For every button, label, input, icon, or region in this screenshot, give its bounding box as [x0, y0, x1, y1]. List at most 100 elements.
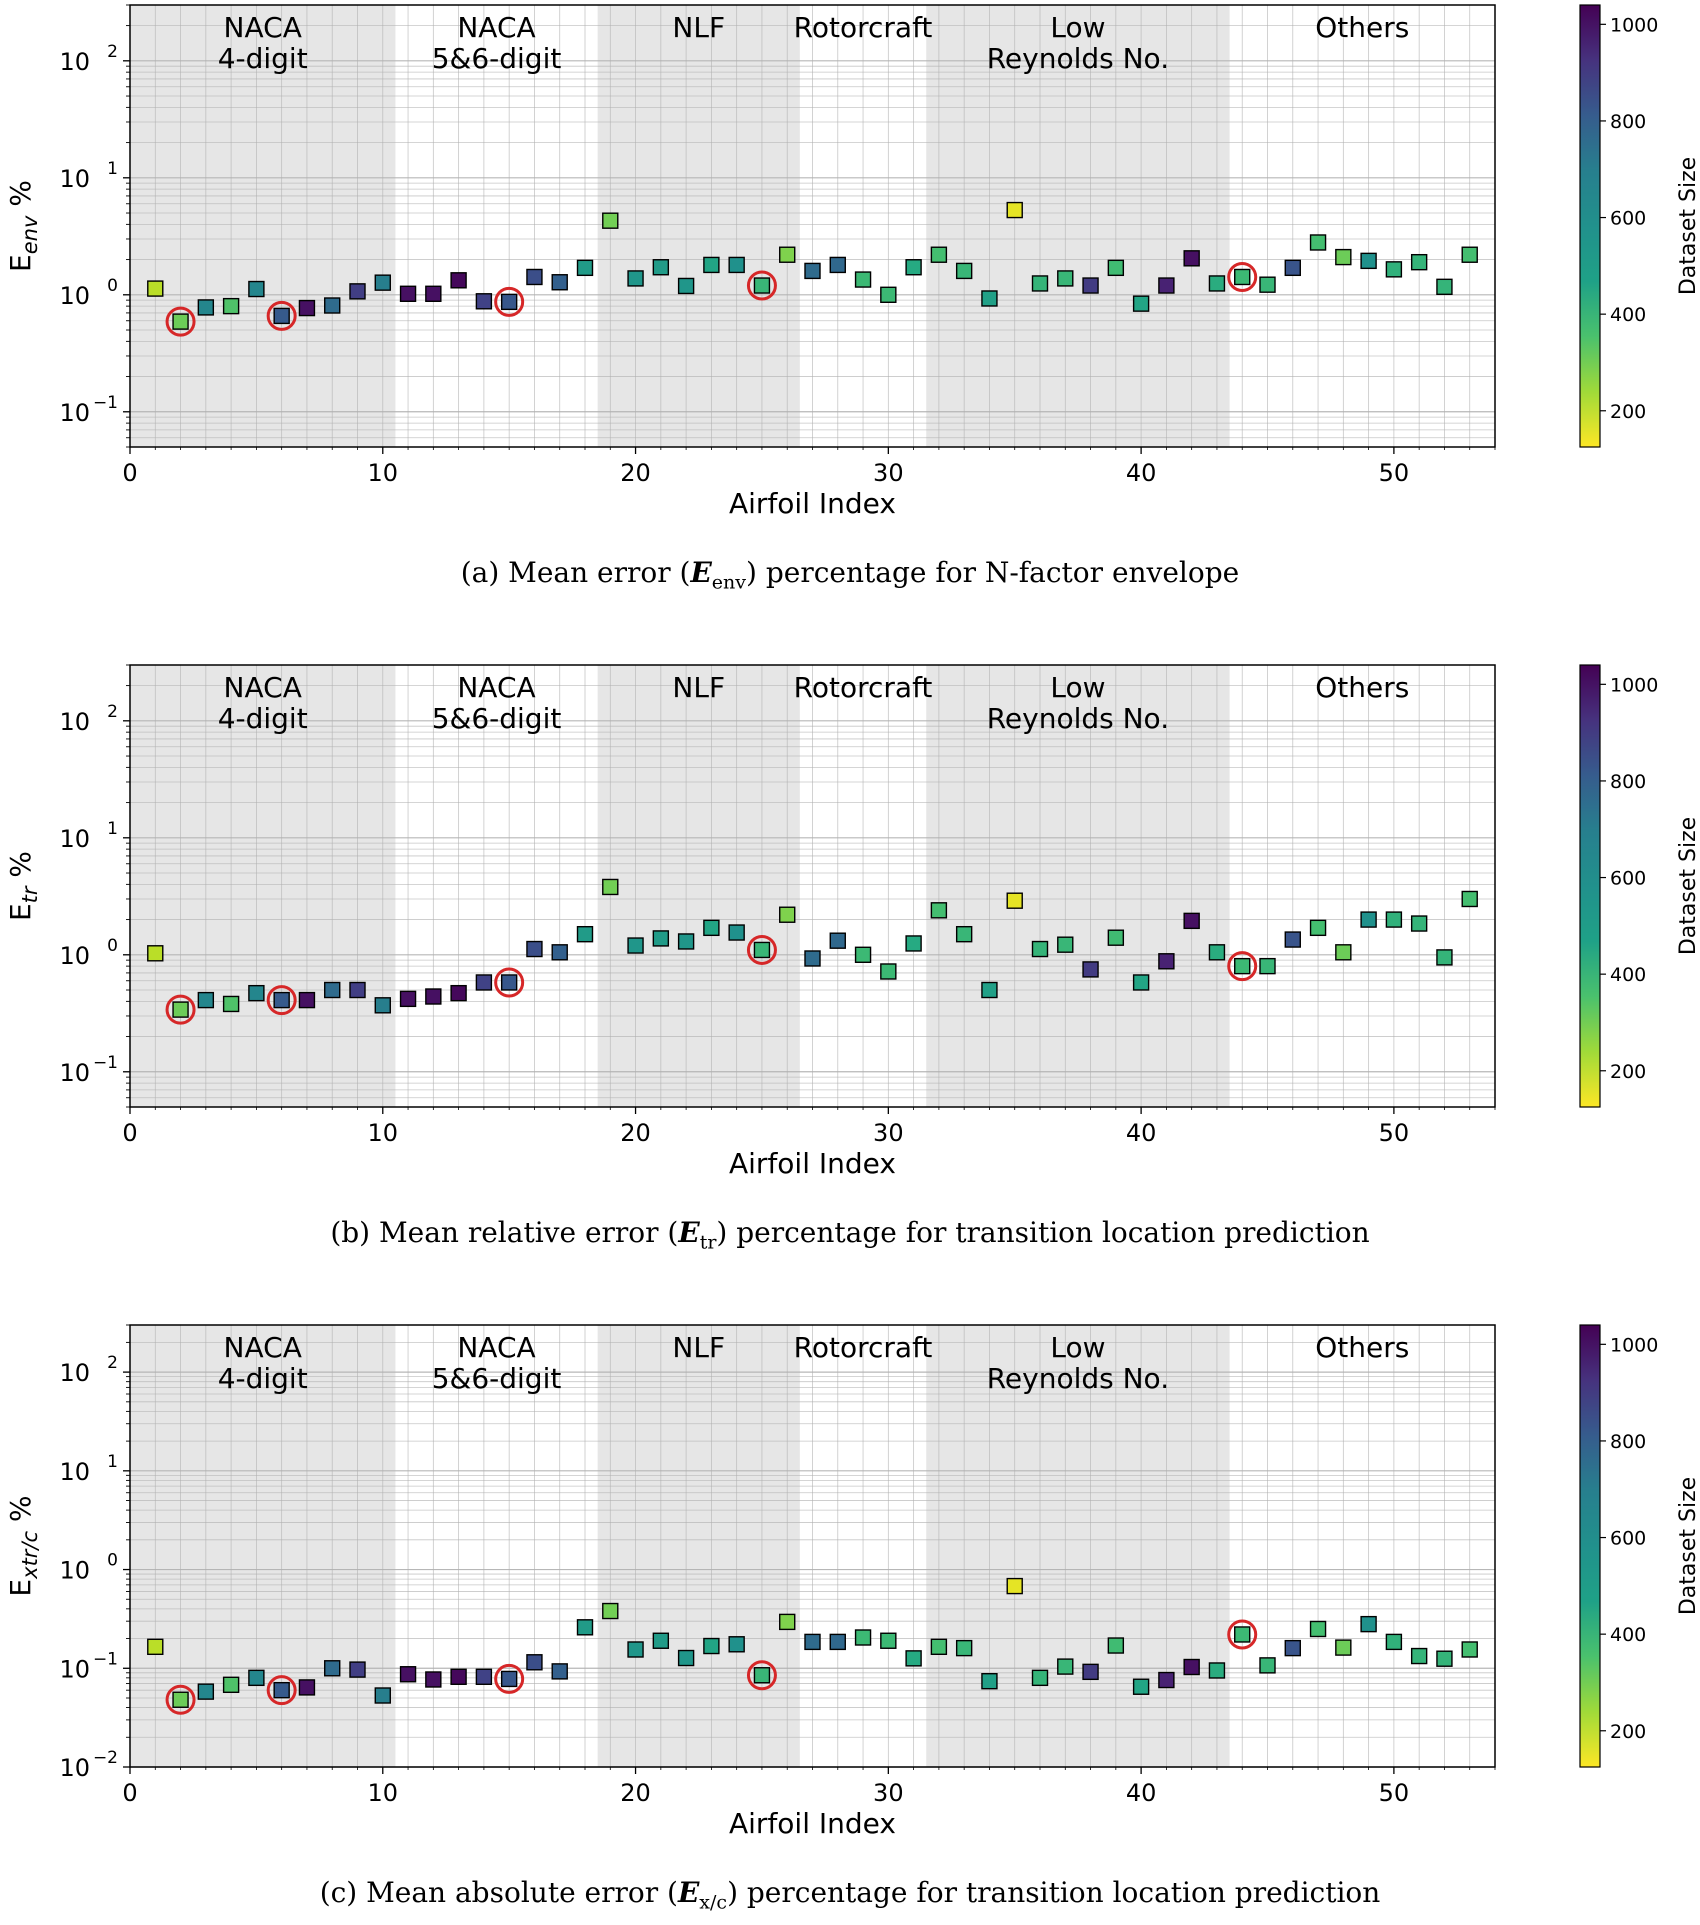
- data-point: [1132, 1678, 1150, 1695]
- data-point: [526, 268, 543, 286]
- data-point: [1234, 957, 1251, 975]
- x-tick-label: 20: [620, 459, 651, 487]
- group-label: NACA 5&6-digit: [432, 671, 562, 735]
- data-point: [222, 297, 240, 315]
- data-point: [1158, 1671, 1175, 1689]
- group-label: NLF: [672, 671, 725, 704]
- data-point: [1183, 1658, 1200, 1676]
- data-point: [551, 1663, 568, 1680]
- x-tick-label: 40: [1126, 1119, 1157, 1147]
- data-point: [197, 991, 215, 1009]
- x-axis-label: Airfoil Index: [729, 487, 896, 520]
- data-point: [425, 988, 442, 1005]
- data-point: [804, 262, 821, 280]
- y-tick-label: 10: [59, 1754, 90, 1782]
- data-point: [1284, 259, 1301, 277]
- data-point: [248, 280, 265, 298]
- data-point: [500, 293, 518, 311]
- colorbar: [1579, 664, 1601, 1108]
- group-label: Low Reynolds No.: [987, 671, 1169, 735]
- highlight-circle: [266, 1675, 297, 1706]
- x-tick-label: 50: [1379, 1779, 1410, 1807]
- data-point: [753, 277, 771, 294]
- data-point: [1057, 1658, 1074, 1675]
- highlight-circle: [746, 934, 777, 965]
- group-label: Others: [1315, 11, 1409, 44]
- data-point: [854, 271, 872, 288]
- group-shade: [597, 5, 800, 447]
- data-point: [652, 930, 670, 947]
- group-shade: [597, 665, 800, 1107]
- data-point: [955, 262, 973, 280]
- data-point: [1360, 252, 1377, 270]
- data-point: [627, 270, 644, 287]
- data-point: [627, 937, 644, 954]
- data-point: [728, 924, 745, 941]
- data-point: [1031, 275, 1049, 292]
- data-point: [273, 991, 290, 1009]
- data-point: [324, 1660, 341, 1677]
- y-tick-label: 10: [59, 1557, 90, 1585]
- group-label: Rotorcraft: [794, 671, 933, 704]
- data-point: [1461, 1641, 1478, 1658]
- data-point: [602, 878, 619, 896]
- data-point: [829, 1633, 846, 1651]
- y-tick-exponent: 2: [107, 42, 118, 62]
- data-point: [248, 1669, 265, 1687]
- colorbar: [1579, 4, 1601, 448]
- data-point: [1107, 929, 1125, 946]
- data-point: [526, 1654, 543, 1671]
- data-point: [248, 984, 265, 1002]
- highlight-circle: [746, 1660, 777, 1691]
- data-point: [450, 984, 467, 1002]
- highlight-circle: [266, 300, 297, 331]
- group-label: NLF: [672, 11, 725, 44]
- group-label: Low Reynolds No.: [987, 11, 1169, 75]
- colorbar-label: Dataset Size: [1676, 1477, 1700, 1615]
- data-point: [475, 1668, 493, 1685]
- data-point: [147, 280, 164, 297]
- data-point: [880, 286, 897, 303]
- x-tick-label: 20: [620, 1779, 651, 1807]
- group-label: NACA 4-digit: [218, 11, 308, 75]
- data-point: [753, 1667, 771, 1684]
- y-tick-exponent: 2: [107, 1353, 118, 1373]
- data-point: [197, 299, 215, 316]
- data-point: [1006, 892, 1023, 909]
- data-point: [1132, 295, 1150, 312]
- x-tick-label: 30: [873, 1119, 904, 1147]
- data-point: [425, 1671, 442, 1688]
- colorbar-tick-label: 600: [1610, 1528, 1646, 1550]
- x-tick-label: 20: [620, 1119, 651, 1147]
- y-tick-label: 10: [59, 165, 90, 193]
- data-point: [1158, 953, 1175, 970]
- data-point: [1284, 1639, 1301, 1657]
- data-point: [349, 283, 366, 300]
- data-point: [627, 1641, 644, 1658]
- data-point: [298, 299, 316, 317]
- data-point: [1461, 246, 1478, 263]
- data-point: [955, 1639, 973, 1657]
- colorbar-tick-label: 800: [1610, 771, 1646, 793]
- colorbar-tick-label: 800: [1610, 111, 1646, 133]
- data-point: [1360, 1615, 1377, 1633]
- data-point: [374, 1687, 391, 1704]
- data-point: [1107, 1637, 1125, 1654]
- data-point: [1031, 940, 1049, 958]
- data-point: [399, 990, 417, 1008]
- y-tick-exponent: −1: [93, 393, 118, 413]
- data-point: [703, 919, 720, 937]
- data-point: [1208, 275, 1226, 292]
- data-point: [1259, 276, 1276, 293]
- data-point: [652, 259, 670, 276]
- data-point: [905, 1650, 922, 1667]
- x-tick-label: 0: [122, 1779, 137, 1807]
- data-point: [273, 1681, 290, 1699]
- data-point: [475, 293, 493, 310]
- x-tick-label: 0: [122, 459, 137, 487]
- colorbar-label: Dataset Size: [1676, 817, 1700, 955]
- group-label: Others: [1315, 671, 1409, 704]
- data-point: [1259, 1657, 1276, 1674]
- y-tick-exponent: −1: [93, 1053, 118, 1073]
